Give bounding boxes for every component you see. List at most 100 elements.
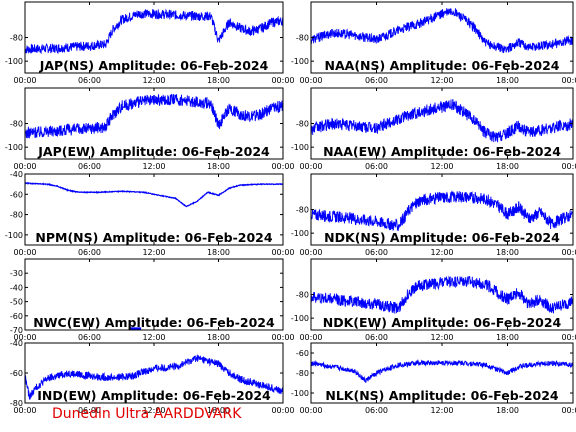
x-tick-label: 00:00 (13, 76, 36, 85)
amplitude-trace (311, 99, 573, 143)
y-tick-label: -40 (10, 339, 23, 348)
x-tick-label: 18:00 (496, 248, 519, 257)
panel-jap-ew-: -80 -100 00:00 06:00 12:00 18:00 00:00JAP(EW) … (5, 87, 295, 171)
x-tick-label: 06:00 (78, 76, 101, 85)
x-tick-label: 12:00 (430, 248, 453, 257)
panel-ndk-ns-: -80 -100 00:00 06:00 12:00 18:00 00:00NDK(NS) … (291, 173, 576, 257)
y-tick-label: -50 (10, 298, 23, 307)
x-tick-label: 06:00 (365, 248, 388, 257)
panel-nlk-ns-: -60 -80 -100 00:00 06:00 12:00 18:00 00:00NLK(N… (291, 342, 576, 415)
x-tick-label: 12:00 (142, 248, 165, 257)
x-tick-label: 00:00 (561, 406, 576, 415)
x-tick-label: 00:00 (561, 162, 576, 171)
y-tick-label: -80 (10, 211, 23, 220)
x-tick-label: 00:00 (271, 406, 294, 415)
x-tick-label: 12:00 (430, 76, 453, 85)
y-tick-label: -100 (291, 57, 309, 66)
x-tick-label: 06:00 (78, 162, 101, 171)
y-tick-label: -100 (291, 389, 309, 398)
x-tick-label: 18:00 (207, 162, 230, 171)
amplitude-trace (25, 8, 283, 55)
y-tick-label: -100 (5, 143, 23, 152)
y-tick-label: -60 (10, 369, 23, 378)
x-tick-label: 18:00 (496, 406, 519, 415)
panel-title: IND(EW) Amplitude: 06-Feb-2024 (37, 388, 271, 403)
y-tick-label: -40 (10, 283, 23, 292)
amplitude-trace (25, 93, 283, 139)
panel-title: NDK(EW) Amplitude: 06-Feb-2024 (323, 315, 562, 330)
y-tick-label: -80 (296, 34, 309, 43)
y-tick-label: -100 (5, 57, 23, 66)
amplitude-trace (25, 181, 283, 208)
x-tick-label: 12:00 (430, 406, 453, 415)
x-tick-label: 18:00 (207, 76, 230, 85)
panel-title: NWC(EW) Amplitude: 06-Feb-2024 (33, 315, 275, 330)
x-tick-label: 00:00 (299, 406, 322, 415)
y-tick-label: -80 (296, 120, 309, 129)
x-tick-label: 12:00 (430, 162, 453, 171)
x-tick-label: 00:00 (13, 162, 36, 171)
x-tick-label: 06:00 (78, 406, 101, 415)
panel-title: NAA(NS) Amplitude: 06-Feb-2024 (325, 58, 560, 73)
x-tick-label: 06:00 (365, 406, 388, 415)
panel-naa-ew-: -80 -100 00:00 06:00 12:00 18:00 00:00NAA(EW) … (291, 87, 576, 171)
y-tick-label: -60 (10, 312, 23, 321)
panel-jap-ns-: -80 -100 00:00 06:00 12:00 18:00 00:00JAP(NS) … (5, 1, 295, 85)
y-tick-label: -100 (5, 231, 23, 240)
x-tick-label: 06:00 (365, 76, 388, 85)
x-tick-label: 00:00 (299, 248, 322, 257)
amplitude-trace (25, 354, 283, 400)
x-tick-label: 00:00 (299, 162, 322, 171)
panel-title: NPM(NS) Amplitude: 06-Feb-2024 (35, 230, 272, 245)
x-tick-label: 00:00 (561, 248, 576, 257)
panel-title: NDK(NS) Amplitude: 06-Feb-2024 (324, 230, 560, 245)
x-tick-label: 12:00 (142, 162, 165, 171)
y-tick-label: -80 (10, 399, 23, 408)
amplitude-trace (311, 190, 573, 231)
x-tick-label: 18:00 (496, 76, 519, 85)
y-tick-label: -80 (296, 206, 309, 215)
y-tick-label: -80 (296, 369, 309, 378)
x-tick-label: 18:00 (207, 406, 230, 415)
y-tick-label: -40 (10, 170, 23, 179)
amplitude-trace (311, 275, 573, 314)
x-tick-label: 00:00 (561, 76, 576, 85)
credit-label: Dunedin Ultra AARDDVARK (52, 406, 242, 422)
x-tick-label: 00:00 (13, 248, 36, 257)
y-tick-label: -70 (10, 326, 23, 335)
x-tick-label: 00:00 (299, 76, 322, 85)
x-tick-label: 00:00 (299, 333, 322, 342)
panel-title: NLK(NS) Amplitude: 06-Feb-2024 (325, 388, 559, 403)
x-tick-label: 00:00 (271, 333, 294, 342)
x-tick-label: 00:00 (13, 406, 36, 415)
amplitude-trace (311, 359, 573, 383)
x-tick-label: 18:00 (496, 333, 519, 342)
panel-npm-ns-: -40 -60 -80 -100 00:00 06:00 12:00 18:00 00:00 NP… (5, 170, 295, 257)
x-tick-label: 18:00 (207, 333, 230, 342)
x-tick-label: 18:00 (207, 248, 230, 257)
x-tick-label: 18:00 (496, 162, 519, 171)
x-tick-label: 12:00 (142, 333, 165, 342)
panel-title: JAP(NS) Amplitude: 06-Feb-2024 (39, 58, 269, 73)
x-tick-label: 00:00 (13, 333, 36, 342)
y-tick-label: -100 (291, 314, 309, 323)
y-tick-label: -100 (291, 143, 309, 152)
x-tick-label: 06:00 (78, 333, 101, 342)
y-tick-label: -80 (10, 34, 23, 43)
x-tick-label: 12:00 (430, 333, 453, 342)
panel-title: JAP(EW) Amplitude: 06-Feb-2024 (37, 144, 270, 159)
amplitude-trace (311, 8, 573, 54)
x-tick-label: 00:00 (271, 162, 294, 171)
x-tick-label: 00:00 (271, 76, 294, 85)
x-tick-label: 12:00 (142, 76, 165, 85)
x-tick-label: 12:00 (142, 406, 165, 415)
x-tick-label: 00:00 (561, 333, 576, 342)
x-tick-label: 06:00 (78, 248, 101, 257)
y-tick-label: -100 (291, 229, 309, 238)
y-tick-label: -30 (10, 269, 23, 278)
y-tick-label: -60 (10, 190, 23, 199)
x-tick-label: 06:00 (365, 162, 388, 171)
